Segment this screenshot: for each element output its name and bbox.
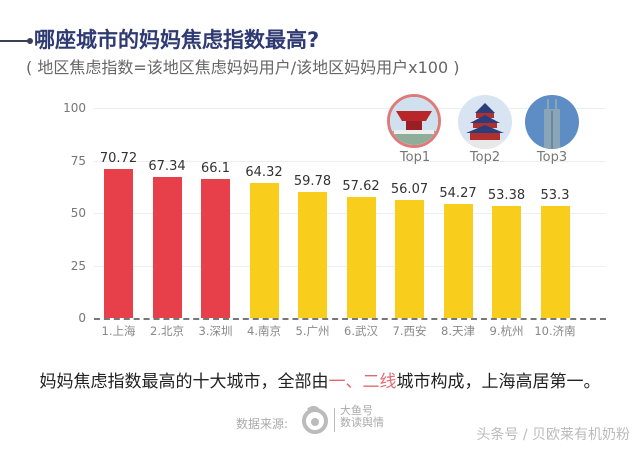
bar-value-label: 54.27 xyxy=(439,186,477,202)
bar-value-label: 70.72 xyxy=(99,151,138,167)
title-decor-dot xyxy=(27,38,33,44)
bar-value-label: 53.38 xyxy=(487,187,526,203)
chart-title: 哪座城市的妈妈焦虑指数最高? xyxy=(34,28,320,52)
bar-value-label: 53.3 xyxy=(540,188,570,204)
y-tick-50: 50 xyxy=(70,206,86,220)
x-tick-label: 8.天津 xyxy=(441,324,475,338)
brand-line1: 大鱼号 xyxy=(340,404,373,417)
shanghai-china-pavilion-icon xyxy=(387,94,441,148)
bar-chart: 100 75 50 25 0 70.72 1.上海 67.34 2.北京 66.1 3.深… xyxy=(63,94,606,338)
x-tick-label: 3.深圳 xyxy=(198,324,233,338)
source-divider xyxy=(334,408,335,432)
title-decor-line xyxy=(0,40,28,42)
gridline-100 xyxy=(94,108,606,109)
x-tick-label: 10.济南 xyxy=(534,324,576,338)
beijing-temple-of-heaven-icon xyxy=(458,95,512,149)
chart-subtitle: ( 地区焦虑指数=该地区焦虑妈妈用户/该地区妈妈用户x100 ) xyxy=(26,58,460,77)
bar-10 xyxy=(540,206,570,318)
bar-6 xyxy=(346,196,376,318)
gridline-75 xyxy=(94,161,606,162)
caption-text-before: 妈妈焦虑指数最高的十大城市，全部由 xyxy=(39,372,329,392)
chart-caption: 妈妈焦虑指数最高的十大城市，全部由一、二线城市构成，上海高居第一。 xyxy=(0,367,640,392)
x-tick-label: 6.武汉 xyxy=(344,324,378,338)
x-tick-label: 2.北京 xyxy=(150,324,184,338)
uc-squirrel-logo-icon xyxy=(300,404,330,434)
shenzhen-skyscraper-icon xyxy=(525,95,579,149)
source-brand: 大鱼号 数读舆情 xyxy=(340,405,384,429)
bar-7 xyxy=(395,200,424,318)
y-tick-0: 0 xyxy=(78,311,86,325)
y-tick-100: 100 xyxy=(63,101,86,115)
bar-value-label: 56.07 xyxy=(390,182,429,198)
bar-value-label: 59.78 xyxy=(293,174,332,190)
bar-3 xyxy=(201,179,230,318)
x-tick-label: 9.杭州 xyxy=(489,324,524,338)
legend-top3: Top3 xyxy=(536,150,568,165)
bar-1 xyxy=(104,169,133,318)
bar-value-label: 66.1 xyxy=(201,161,230,177)
source-label: 数据来源: xyxy=(236,417,289,431)
x-tick-label: 7.西安 xyxy=(392,324,427,338)
y-tick-75: 75 xyxy=(70,154,86,168)
caption-text-after: 城市构成，上海高居第一。 xyxy=(396,372,601,392)
bar-value-label: 57.62 xyxy=(342,178,380,194)
watermark: 头条号 / 贝欧莱有机奶粉 xyxy=(476,427,630,443)
legend-top2: Top2 xyxy=(469,150,501,165)
y-tick-25: 25 xyxy=(70,259,86,273)
bar-8 xyxy=(443,204,473,318)
brand-line2: 数读舆情 xyxy=(340,416,384,429)
bar-2 xyxy=(152,176,182,318)
x-tick-label: 5.广州 xyxy=(295,324,330,338)
bar-value-label: 64.32 xyxy=(245,164,283,180)
bar-5 xyxy=(298,192,327,318)
legend-top1: Top1 xyxy=(399,150,431,165)
x-tick-label: 1.上海 xyxy=(101,324,136,338)
bar-9 xyxy=(492,205,521,318)
x-tick-label: 4.南京 xyxy=(247,324,281,338)
x-axis-baseline xyxy=(94,318,606,320)
bar-4 xyxy=(249,182,279,318)
bar-value-label: 67.34 xyxy=(148,158,186,174)
caption-highlight: 一、二线 xyxy=(328,372,397,392)
